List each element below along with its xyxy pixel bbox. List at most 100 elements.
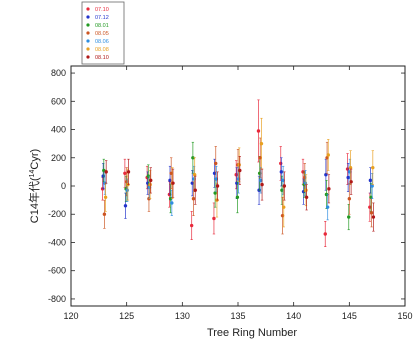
series-08.01 xyxy=(102,141,373,231)
y-axis-label-superscript: 14 xyxy=(29,169,36,177)
data-point xyxy=(347,197,352,201)
x-tick-label: 145 xyxy=(342,311,357,321)
data-point xyxy=(101,174,105,178)
legend-marker xyxy=(86,15,90,19)
data-point xyxy=(370,184,374,188)
x-tick-label: 120 xyxy=(63,311,78,321)
y-axis-label-paren-open: ( xyxy=(29,177,41,181)
data-point xyxy=(215,184,220,188)
data-point xyxy=(103,195,108,199)
data-point xyxy=(212,216,216,221)
legend-marker xyxy=(86,47,90,51)
y-tick-label: 600 xyxy=(51,96,66,106)
y-tick-label: -800 xyxy=(48,294,66,304)
data-point xyxy=(148,182,152,187)
y-tick-label: -600 xyxy=(48,266,66,276)
x-tick-label: 125 xyxy=(119,311,134,321)
legend-marker xyxy=(86,7,90,11)
legend-marker xyxy=(86,31,90,35)
series-07.10 xyxy=(100,99,372,248)
data-point xyxy=(304,195,309,199)
data-point xyxy=(238,168,242,173)
y-axis-label-paren-close: ) xyxy=(29,149,41,153)
legend-label: 08.05 xyxy=(95,31,109,37)
y-axis-label-unit: Cyr xyxy=(29,152,41,169)
data-point xyxy=(170,201,174,205)
y-tick-label: 400 xyxy=(51,125,66,135)
data-point xyxy=(346,175,350,180)
data-point xyxy=(349,180,353,184)
data-point xyxy=(234,173,238,177)
data-point xyxy=(237,163,241,167)
legend-label: 08.01 xyxy=(95,23,109,29)
data-point xyxy=(123,204,128,208)
x-tick-label: 140 xyxy=(286,311,301,321)
legend-label: 08.10 xyxy=(95,55,109,61)
data-point xyxy=(123,171,127,175)
data-point xyxy=(193,188,197,192)
data-point xyxy=(282,205,286,209)
x-axis-label: Tree Ring Number xyxy=(207,327,297,339)
data-point xyxy=(125,188,129,192)
legend-label: 08.06 xyxy=(95,39,109,45)
data-point xyxy=(213,191,217,195)
data-point xyxy=(126,170,131,174)
y-tick-label: 200 xyxy=(51,153,66,163)
legend-marker xyxy=(86,55,90,59)
data-point xyxy=(369,211,374,215)
legend-label: 08.08 xyxy=(95,47,109,53)
series-08.05 xyxy=(102,137,374,235)
data-point xyxy=(327,187,331,191)
data-point xyxy=(282,184,287,188)
data-point xyxy=(235,195,240,199)
y-tick-label: -400 xyxy=(48,237,66,247)
y-axis-label-prefix: C14年代 xyxy=(27,181,41,223)
x-tick-label: 135 xyxy=(230,311,245,321)
series-08.08 xyxy=(103,117,375,228)
y-axis-label: C14年代(14Cyr) xyxy=(27,149,41,223)
data-marks xyxy=(100,99,376,248)
y-tick-label: -200 xyxy=(48,209,66,219)
data-point xyxy=(191,197,196,201)
y-tick-label: 800 xyxy=(51,68,66,78)
series-08.06 xyxy=(103,158,374,221)
data-point xyxy=(149,178,153,183)
data-point xyxy=(347,215,351,219)
data-point xyxy=(256,129,261,133)
data-point xyxy=(323,232,327,236)
legend-marker xyxy=(86,39,90,43)
data-point xyxy=(371,215,376,219)
data-point xyxy=(102,212,107,216)
data-point xyxy=(260,182,264,187)
data-point xyxy=(191,156,195,160)
series-08.10 xyxy=(104,156,376,232)
data-point xyxy=(325,205,330,209)
y-tick-label: 0 xyxy=(61,181,66,191)
y-axis: 800 600 400 200 0 -200 -400 -600 -800 xyxy=(48,68,405,304)
x-axis: 120 125 130 135 140 145 150 xyxy=(63,66,413,321)
data-point xyxy=(345,167,350,171)
data-point xyxy=(104,170,108,174)
data-point xyxy=(171,181,175,185)
x-tick-label: 150 xyxy=(397,311,412,321)
data-point xyxy=(192,173,197,177)
data-point xyxy=(324,173,328,177)
x-tick-label: 130 xyxy=(175,311,190,321)
data-point xyxy=(259,141,264,146)
plot-frame xyxy=(70,65,406,307)
data-point xyxy=(304,188,308,192)
data-point xyxy=(214,161,218,166)
legend: 07.10 07.12 08.01 08.05 08.06 08.08 08.10 xyxy=(81,1,125,65)
data-point xyxy=(368,178,373,183)
data-point xyxy=(371,165,375,170)
data-point xyxy=(279,170,284,174)
data-point xyxy=(189,223,194,228)
data-point xyxy=(348,165,353,170)
legend-label: 07.12 xyxy=(95,15,109,21)
series-07.12 xyxy=(101,157,373,219)
data-point xyxy=(326,153,330,157)
legend-label: 07.10 xyxy=(95,7,109,13)
data-point xyxy=(279,161,283,166)
